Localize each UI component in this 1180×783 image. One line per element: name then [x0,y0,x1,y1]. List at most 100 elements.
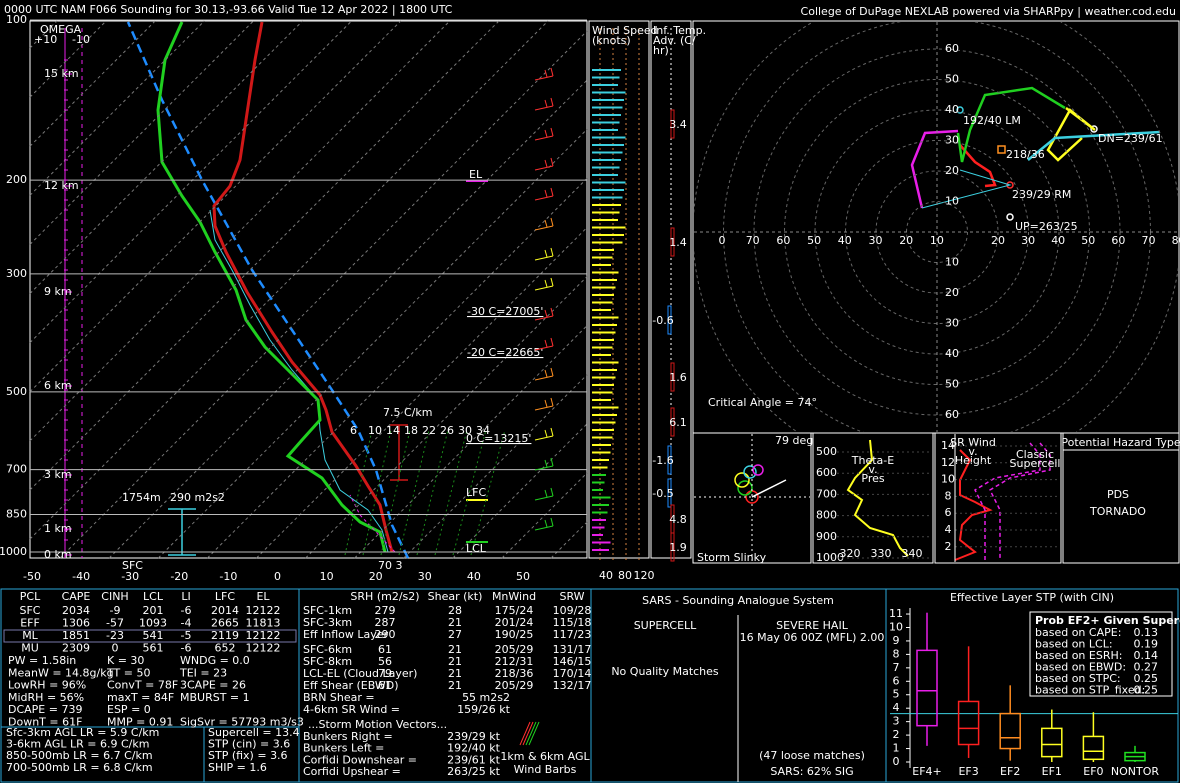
adv-bar [670,362,675,392]
table-header: CINH [101,590,128,603]
lapse-bracket [390,424,408,481]
panel-title: Adv. (C/ [653,34,696,47]
index: MBURST = 1 [180,691,250,704]
ring-label: 60 [776,234,790,247]
wind-barb [534,435,554,441]
box [999,712,1021,750]
table-cell: 2665 [211,617,239,630]
y-tick-label: 1 [893,742,900,755]
adv-bar [670,407,675,437]
y-tick-label: 2 [893,728,900,741]
hodo-0-3 [910,129,959,209]
temp-label: 30 [418,570,432,583]
table-cell: 170/14 [553,667,592,680]
omega-label: OMEGA [40,23,82,36]
label: BRN Shear = [303,691,375,704]
eff-layer [168,508,196,556]
adv-label: -0.5 [652,487,673,500]
table-cell: -9 [110,604,121,617]
table-cell: 279 [375,604,396,617]
y-tick-label: 10 [889,620,903,633]
table-cell: 21 [448,679,462,692]
ring-label: 70 [746,234,760,247]
label: SUPERCELL [634,619,697,632]
table-cell: 1093 [139,617,167,630]
y-tick-label: 0 [893,755,900,768]
thetae-trace [846,439,909,557]
table-header: EL [256,590,270,603]
rm-marker [1006,181,1014,189]
slinky-ring [743,465,757,479]
wind-barb [544,189,548,198]
isotherm [29,20,352,343]
wind-barb [534,525,554,531]
table-header: Shear (kt) [428,590,483,603]
barb-glyph [519,721,531,746]
height-label: 6 km [44,379,72,392]
table-cell: -6 [181,604,192,617]
table-cell: 218/36 [495,667,534,680]
adv-bar [670,109,675,139]
table-cell: MU [21,642,39,655]
slinky-frame [692,432,812,564]
table-cell: Eff Shear (EBWD) [303,679,399,692]
label: 0.19 [1134,638,1159,651]
wind-barb [544,99,548,108]
barb-glyph [528,721,540,746]
mixing-ratio-label: 34 [476,424,490,437]
speed-label: 80 [618,569,632,582]
height-label: 3 km [44,468,72,481]
hodo-ring [845,140,1029,324]
table-cell: SFC-1km [303,604,352,617]
label: 4-6km SR Wind = [303,703,400,716]
pressure-label: 1000 [816,551,844,564]
label: Bunkers Right = [303,730,393,743]
temp-label: -40 [72,570,90,583]
barb-glyph [525,721,537,746]
label: 159/26 kt [457,703,511,716]
isotherm [29,20,303,294]
label: SARS - Sounding Analogue System [642,594,834,607]
wind-barb [550,67,554,77]
index: DownT = 61F [8,716,82,729]
pressure-label: 500 [6,385,27,398]
panel-title: (knots) [592,34,631,47]
mixing-ratio-label: 22 [422,424,436,437]
temp-label: 10 [320,570,334,583]
isotherm [59,30,588,559]
mixing-ratio-label: 14 [386,424,400,437]
title: 0000 UTC NAM F066 Sounding for 30.13,-93… [4,3,453,16]
table-cell: SFC-3km [303,616,352,629]
label: 192/40 LM [963,114,1021,127]
credit: College of DuPage NEXLAB powered via SHA… [801,5,1176,18]
table-cell: -23 [106,629,124,642]
wind-barb [550,367,554,377]
mixing-ratio-label: 26 [440,424,454,437]
panel-title: Wind Speed [592,24,658,37]
parameter: SHIP = 1.6 [208,761,267,774]
wind-barb [534,345,554,351]
wind-barb [544,339,548,348]
wind-barb [550,457,554,467]
table-cell: 12122 [246,604,281,617]
ring-label: 60 [1111,234,1125,247]
height-label: 0 km [44,548,72,561]
mixing-ratio-label: 18 [404,424,418,437]
pressure-label: 850 [6,507,27,520]
wind-barb [534,255,554,261]
table-header: PCL [20,590,41,603]
temp-label: -30 [121,570,139,583]
label: 7.5 C/km [383,406,432,419]
table-cell: 61 [378,679,392,692]
lapse-rate: 700-500mb LR = 6.8 C/km [6,761,153,774]
wind-barb [550,247,554,257]
table-cell: 21 [448,616,462,629]
temp-label: 340 [902,547,923,560]
y-tick-label: 6 [893,674,900,687]
table-header: SRW [559,590,584,603]
temp-label: -10 [219,570,237,583]
height-label: 8 [945,489,952,502]
y-tick-label: 8 [893,647,900,660]
index: LowRH = 96% [8,679,86,692]
label: No Quality Matches [611,665,719,678]
